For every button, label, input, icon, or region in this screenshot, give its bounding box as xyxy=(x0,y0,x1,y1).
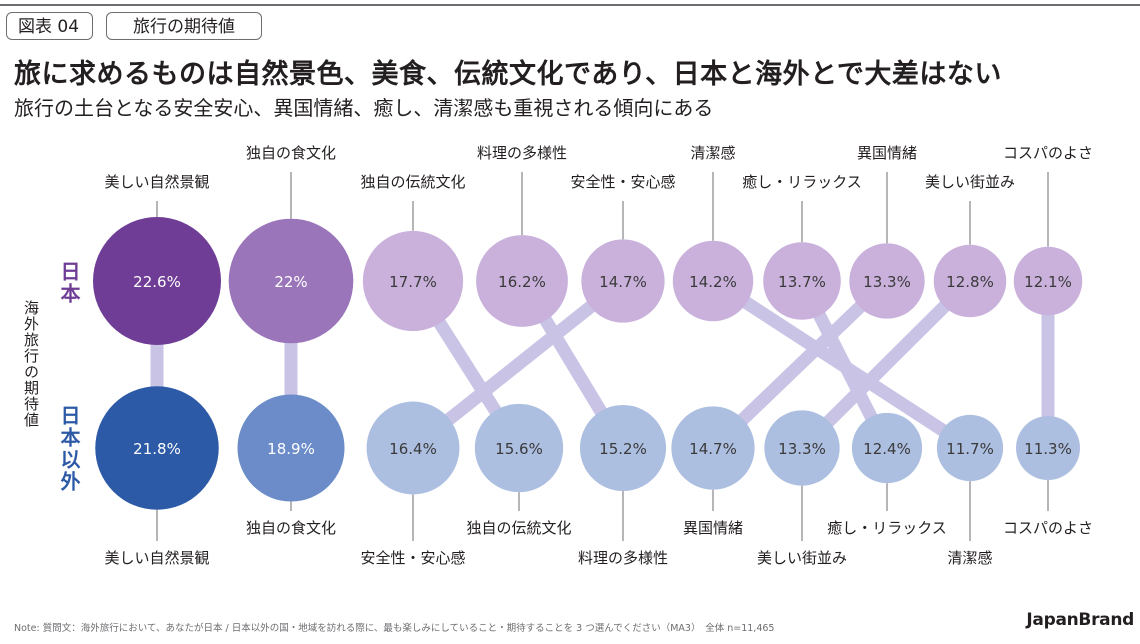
japan-value-1: 22.6% xyxy=(133,273,181,291)
japan-bubble-7 xyxy=(763,242,841,320)
japan-label-7: 癒し・リラックス xyxy=(742,173,862,191)
foreign-value-9: 11.7% xyxy=(946,440,994,458)
japan-bubble-4 xyxy=(476,235,568,327)
connector-line-9 xyxy=(795,274,977,455)
japan-value-8: 13.3% xyxy=(863,273,911,291)
foreign-bubble-5 xyxy=(579,404,667,492)
japan-bubble-10 xyxy=(1013,246,1083,316)
group-label-japan: 日本 xyxy=(57,261,81,305)
japan-label-2: 独自の食文化 xyxy=(246,144,336,162)
brand-logo: JapanBrand xyxy=(1026,610,1134,630)
japan-value-4: 16.2% xyxy=(498,273,546,291)
foreign-value-2: 18.9% xyxy=(267,440,315,458)
axis-title: 海外旅行の期待値 xyxy=(22,300,40,428)
japan-bubble-5 xyxy=(581,239,665,323)
japan-value-5: 14.7% xyxy=(599,273,647,291)
foreign-bubble-9 xyxy=(936,414,1004,482)
japan-label-3: 独自の伝統文化 xyxy=(360,173,465,191)
japan-value-9: 12.8% xyxy=(946,273,994,291)
foreign-bubble-4 xyxy=(474,403,564,493)
japan-bubble-6 xyxy=(672,240,754,322)
foreign-label-5: 料理の多様性 xyxy=(578,549,668,567)
japan-bubble-9 xyxy=(933,244,1007,318)
foreign-bubble-7 xyxy=(764,410,840,486)
japan-value-10: 12.1% xyxy=(1024,273,1072,291)
foreign-label-9: 清潔感 xyxy=(947,549,992,567)
japan-label-8: 異国情緒 xyxy=(857,144,917,162)
foreign-value-8: 12.4% xyxy=(863,440,911,458)
foreign-value-4: 15.6% xyxy=(495,440,543,458)
japan-value-7: 13.7% xyxy=(778,273,826,291)
page-title: 旅に求めるものは自然景色、美食、伝統文化であり、日本と海外とで大差はない xyxy=(14,59,1002,90)
japan-label-4: 料理の多様性 xyxy=(477,144,567,162)
foreign-label-10: コスパのよさ xyxy=(1003,519,1093,537)
foreign-label-6: 異国情緒 xyxy=(683,519,743,537)
japan-label-5: 安全性・安心感 xyxy=(570,173,675,191)
japan-label-9: 美しい街並み xyxy=(925,173,1015,191)
japan-value-2: 22% xyxy=(274,273,307,291)
foreign-value-3: 16.4% xyxy=(389,440,437,458)
foreign-bubble-8 xyxy=(851,412,923,484)
foreign-value-1: 21.8% xyxy=(133,440,181,458)
foreign-value-6: 14.7% xyxy=(689,440,737,458)
foreign-value-7: 13.3% xyxy=(778,440,826,458)
japan-bubble-8 xyxy=(849,243,925,319)
foreign-label-1: 美しい自然景観 xyxy=(104,549,209,567)
japan-bubble-3 xyxy=(362,230,464,332)
figure-label: 図表 04 xyxy=(6,12,93,40)
japan-label-10: コスパのよさ xyxy=(1003,144,1093,162)
foreign-bubble-3 xyxy=(366,401,460,495)
japan-bubble-2 xyxy=(228,218,354,344)
bubble-chart: 22.6% 美しい自然景観 22% 独自の食文化 17.7% 独自の伝統文化 16.2% 料理… xyxy=(57,144,1093,567)
foreign-bubble-10 xyxy=(1016,416,1080,480)
foreign-bubble-2 xyxy=(237,394,345,502)
group-label-foreign: 日本以外 xyxy=(57,405,81,493)
foreign-label-7: 美しい街並み xyxy=(757,549,847,567)
foreign-bubble-6 xyxy=(671,406,755,490)
top-rule xyxy=(0,4,1140,6)
japan-label-6: 清潔感 xyxy=(690,144,735,162)
foreign-bubble-1 xyxy=(95,386,219,510)
foreign-value-5: 15.2% xyxy=(599,440,647,458)
footnote: Note: 質問文：海外旅行において、あなたが日本 / 日本以外の国・地域を訪れ… xyxy=(14,623,775,634)
page-subtitle: 旅行の土台となる安全安心、異国情緒、癒し、清潔感も重視される傾向にある xyxy=(14,96,714,120)
japan-value-3: 17.7% xyxy=(389,273,437,291)
foreign-label-2: 独自の食文化 xyxy=(246,519,336,537)
topic-tag: 旅行の期待値 xyxy=(106,12,262,40)
foreign-label-8: 癒し・リラックス xyxy=(827,519,947,537)
foreign-label-3: 安全性・安心感 xyxy=(360,549,465,567)
japan-label-1: 美しい自然景観 xyxy=(104,173,209,191)
japan-bubble-1 xyxy=(93,217,221,345)
foreign-label-4: 独自の伝統文化 xyxy=(466,519,571,537)
japan-value-6: 14.2% xyxy=(689,273,737,291)
foreign-value-10: 11.3% xyxy=(1024,440,1072,458)
